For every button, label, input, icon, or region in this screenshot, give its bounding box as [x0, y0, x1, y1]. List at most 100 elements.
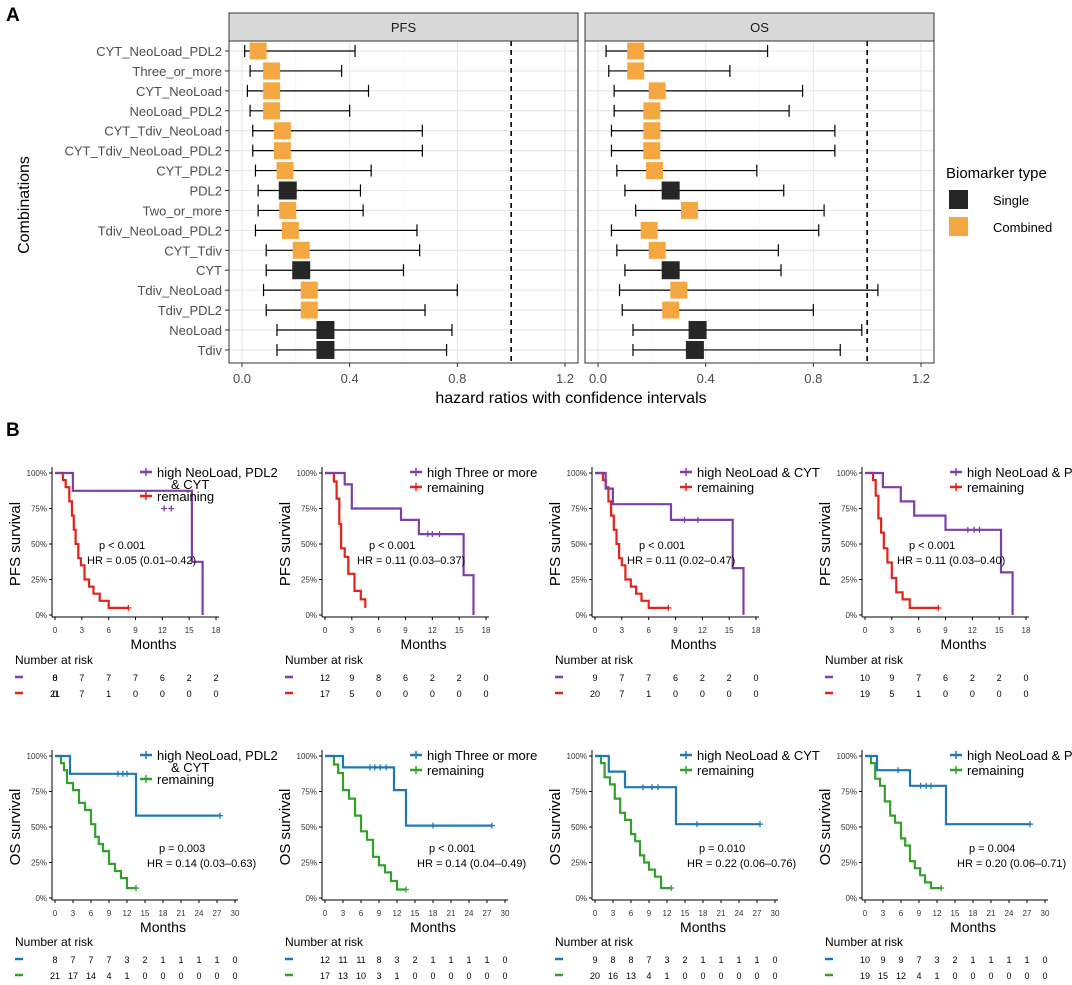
- km-x-tick-label: 0: [323, 626, 328, 635]
- hr-point: [276, 162, 294, 180]
- risk-count-remaining: 0: [952, 971, 957, 981]
- km-legend-label-remaining: remaining: [157, 489, 214, 504]
- row-label: NeoLoad_PDL2: [129, 104, 222, 119]
- risk-count-high: 0: [52, 673, 57, 683]
- km-ylabel: PFS survival: [547, 502, 564, 586]
- risk-count-remaining: 0: [196, 971, 201, 981]
- hr-point: [263, 102, 281, 120]
- risk-count-remaining: 5: [349, 689, 354, 699]
- risk-count-remaining: 4: [916, 971, 921, 981]
- hr-point: [273, 142, 291, 160]
- risk-count-high: 12: [320, 673, 330, 683]
- hr-point: [643, 102, 661, 120]
- km-x-tick-label: 9: [647, 909, 652, 918]
- km-x-tick-label: 12: [698, 626, 707, 635]
- km-ylabel: OS survival: [817, 789, 834, 866]
- risk-count-high: 1: [430, 955, 435, 965]
- risk-count-high: 2: [970, 673, 975, 683]
- km-y-tick-label: 50%: [301, 823, 317, 832]
- km-x-tick-label: 6: [376, 626, 381, 635]
- risk-count-high: 6: [943, 673, 948, 683]
- risk-count-remaining: 1: [106, 689, 111, 699]
- hr-point: [648, 241, 666, 259]
- km-hazard-ratio: HR = 0.11 (0.03–0.37): [357, 555, 465, 567]
- x-tick-label: 0.0: [589, 371, 607, 386]
- risk-count-remaining: 0: [232, 971, 237, 981]
- km-curve-high: [55, 471, 204, 615]
- hr-point: [627, 62, 645, 80]
- km-x-tick-label: 3: [620, 626, 625, 635]
- km-y-tick-label: 75%: [31, 788, 47, 797]
- legend-label-single: Single: [993, 193, 1029, 208]
- risk-count-remaining: 0: [502, 971, 507, 981]
- km-x-tick-label: 6: [359, 909, 364, 918]
- km-y-tick-label: 75%: [841, 788, 857, 797]
- risk-count-remaining: 0: [943, 689, 948, 699]
- risk-count-high: 10: [860, 955, 870, 965]
- km-y-tick-label: 0%: [575, 611, 587, 620]
- km-x-tick-label: 18: [429, 909, 438, 918]
- risk-count-high: 0: [502, 955, 507, 965]
- risk-count-high: 8: [52, 673, 57, 683]
- km-x-tick-label: 6: [916, 626, 921, 635]
- km-x-tick-label: 18: [482, 626, 491, 635]
- risk-count-remaining: 0: [700, 689, 705, 699]
- row-label: CYT_NeoLoad: [136, 84, 222, 99]
- risk-count-high: 12: [320, 955, 330, 965]
- risk-count-remaining: 0: [718, 971, 723, 981]
- km-x-tick-label: 18: [752, 626, 761, 635]
- km-y-tick-label: 50%: [571, 540, 587, 549]
- km-y-tick-label: 50%: [31, 540, 47, 549]
- hr-point: [685, 340, 704, 359]
- km-x-tick-label: 30: [771, 909, 780, 918]
- x-tick-label: 1.2: [912, 371, 930, 386]
- km-x-tick-label: 3: [881, 909, 886, 918]
- risk-count-remaining: 0: [466, 971, 471, 981]
- km-hazard-ratio: HR = 0.11 (0.02–0.47): [627, 555, 735, 567]
- risk-count-remaining: 4: [646, 971, 651, 981]
- facet-strip-os: [584, 12, 935, 42]
- risk-count-remaining: 0: [430, 971, 435, 981]
- risk-count-high: 7: [133, 673, 138, 683]
- risk-count-high: 2: [952, 955, 957, 965]
- risk-table-title: Number at risk: [15, 935, 94, 949]
- panel-b-letter: B: [6, 420, 20, 441]
- risk-count-remaining: 21: [50, 689, 60, 699]
- risk-count-high: 7: [646, 955, 651, 965]
- km-y-tick-label: 0%: [845, 611, 857, 620]
- km-x-tick-label: 9: [133, 626, 138, 635]
- hr-point: [648, 82, 666, 100]
- risk-count-high: 1: [196, 955, 201, 965]
- risk-count-high: 2: [700, 673, 705, 683]
- km-ylabel: PFS survival: [7, 502, 24, 586]
- risk-count-high: 3: [664, 955, 669, 965]
- km-ylabel: OS survival: [7, 789, 24, 866]
- risk-count-remaining: 0: [457, 689, 462, 699]
- risk-count-high: 2: [682, 955, 687, 965]
- km-y-tick-label: 100%: [837, 469, 857, 478]
- km-x-tick-label: 15: [411, 909, 420, 918]
- km-y-tick-label: 50%: [841, 540, 857, 549]
- risk-count-remaining: 0: [1042, 971, 1047, 981]
- km-y-tick-label: 25%: [301, 859, 317, 868]
- row-label: Three_or_more: [132, 64, 222, 79]
- x-tick-label: 0.4: [697, 371, 715, 386]
- risk-count-remaining: 0: [403, 689, 408, 699]
- km-x-tick-label: 3: [350, 626, 355, 635]
- km-x-tick-label: 0: [53, 909, 58, 918]
- facet-strip-label-os: OS: [750, 20, 769, 35]
- km-x-tick-label: 15: [455, 626, 464, 635]
- risk-count-remaining: 1: [916, 689, 921, 699]
- km-y-tick-label: 50%: [301, 540, 317, 549]
- risk-count-high: 9: [898, 955, 903, 965]
- risk-count-remaining: 10: [356, 971, 366, 981]
- km-xlabel: Months: [950, 919, 996, 935]
- km-x-tick-label: 9: [377, 909, 382, 918]
- row-label: NeoLoad: [169, 323, 222, 338]
